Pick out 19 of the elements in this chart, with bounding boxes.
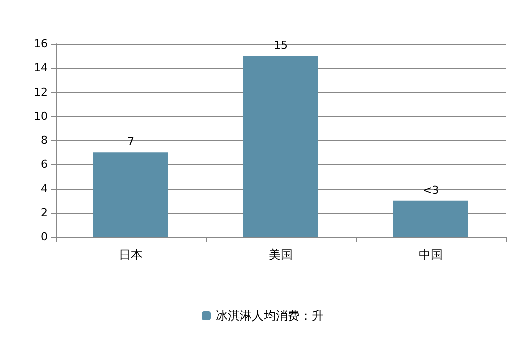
y-tick-label: 2 (41, 206, 48, 220)
y-tick-label: 10 (34, 110, 48, 123)
bar (94, 152, 168, 237)
y-tick-label: 12 (34, 86, 48, 99)
y-tick-label: 0 (41, 230, 48, 244)
data-label: <3 (422, 184, 440, 197)
y-tick-label: 4 (41, 182, 48, 196)
y-tick-label: 6 (41, 158, 48, 172)
y-tick-label: 14 (34, 62, 48, 75)
data-label: 7 (128, 136, 134, 149)
y-tick-label: 16 (34, 38, 48, 50)
bar (394, 200, 468, 237)
x-tick-label: 日本 (119, 248, 143, 262)
x-tick-label: 中国 (419, 248, 443, 262)
y-tick-label: 8 (41, 134, 48, 147)
bar (244, 56, 318, 237)
legend-label: 冰淇淋人均消费：升 (216, 309, 324, 323)
data-label: 15 (274, 39, 288, 52)
x-tick-label: 美国 (269, 248, 293, 262)
